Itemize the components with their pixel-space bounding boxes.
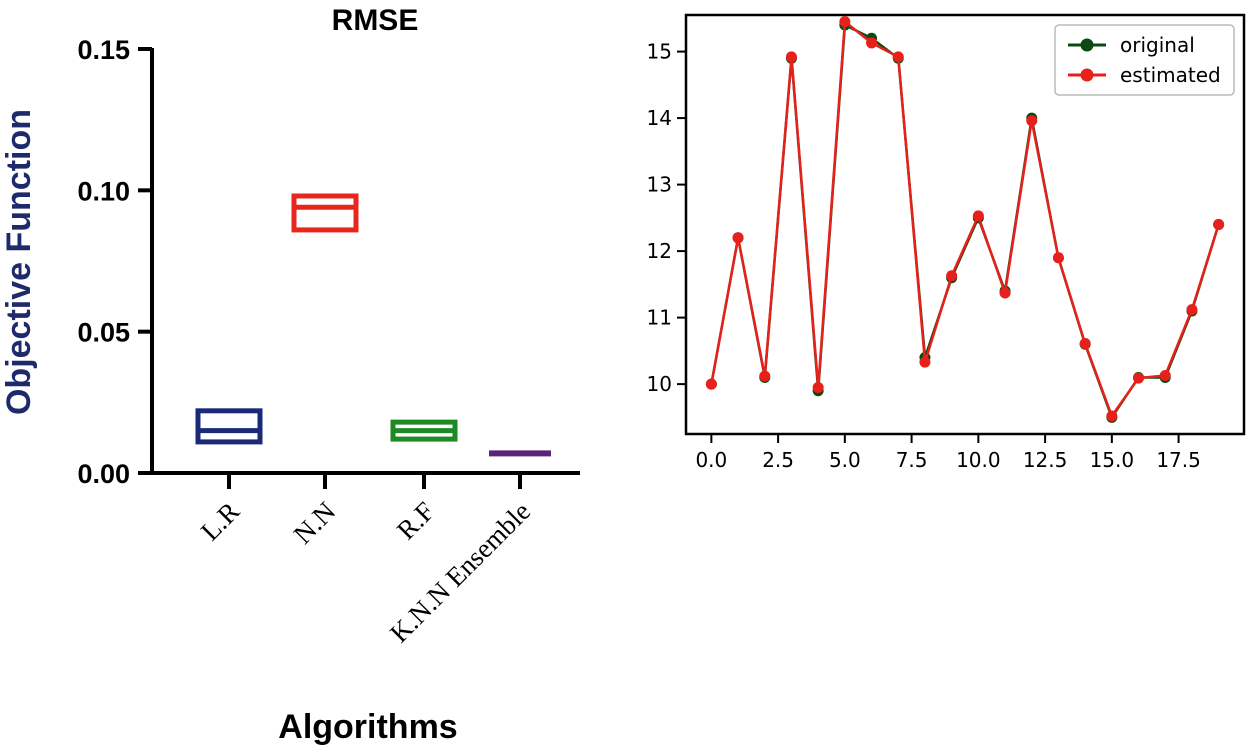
legend: original estimated bbox=[1054, 24, 1235, 96]
box-l-r bbox=[195, 408, 263, 445]
x-tick-label: 12.5 bbox=[1023, 448, 1068, 472]
y-axis-label: Objective Function bbox=[0, 109, 38, 415]
legend-marker-estimated bbox=[1080, 68, 1094, 82]
point-estimated bbox=[999, 287, 1011, 299]
point-estimated bbox=[785, 51, 797, 63]
y-tick-label: 0.05 bbox=[77, 318, 130, 348]
plot-frame bbox=[684, 13, 1246, 436]
y-tick-label: 11 bbox=[647, 306, 672, 330]
boxes bbox=[195, 193, 551, 457]
y-tick-label: 0.00 bbox=[77, 459, 130, 489]
y-tick-label: 15 bbox=[647, 40, 672, 64]
point-estimated bbox=[866, 37, 878, 49]
x-tick-label: R.F bbox=[391, 496, 440, 545]
x-tick-label: 17.5 bbox=[1156, 448, 1201, 472]
y-tick-label: 0.10 bbox=[77, 176, 130, 206]
box-k-n-n-ensemble bbox=[489, 450, 551, 457]
point-estimated bbox=[839, 16, 851, 28]
point-estimated bbox=[1186, 304, 1198, 316]
y-tick-label: 0.15 bbox=[77, 35, 130, 65]
point-estimated bbox=[705, 378, 717, 390]
y-tick-label: 14 bbox=[647, 106, 672, 130]
x-tick-label: 0.0 bbox=[695, 448, 727, 472]
x-tick-label: 2.5 bbox=[762, 448, 794, 472]
point-estimated bbox=[1052, 252, 1064, 264]
box-n-n bbox=[291, 193, 359, 233]
original-vs-estimated-line-chart: 10 11 12 13 14 15 0.0 2.5 5.0 7.5 10.0 12.5 15.0 17.… bbox=[647, 13, 1246, 472]
y-axis: 10 11 12 13 14 15 bbox=[647, 40, 686, 396]
point-estimated bbox=[946, 270, 958, 282]
y-tick-label: 13 bbox=[647, 173, 672, 197]
point-estimated bbox=[812, 381, 824, 393]
point-estimated bbox=[1133, 372, 1145, 384]
box-r-f bbox=[390, 419, 458, 442]
rmse-box-chart: RMSE 0.000.050.100.15 L.R N.N R.FK.N.N Ens… bbox=[0, 4, 580, 746]
chart-title: RMSE bbox=[332, 4, 419, 37]
point-estimated bbox=[1026, 115, 1038, 127]
box-body bbox=[195, 408, 263, 445]
point-estimated bbox=[732, 232, 744, 244]
x-tick-label: 5.0 bbox=[829, 448, 861, 472]
legend-label-original: original bbox=[1120, 33, 1195, 57]
y-tick-label: 10 bbox=[647, 372, 672, 396]
x-axis: 0.0 2.5 5.0 7.5 10.0 12.5 15.0 17.5 bbox=[695, 434, 1201, 472]
point-estimated bbox=[892, 51, 904, 63]
point-estimated bbox=[1106, 410, 1118, 422]
legend-marker-original bbox=[1080, 38, 1094, 52]
x-tick-label: 15.0 bbox=[1090, 448, 1135, 472]
legend-box bbox=[1054, 24, 1235, 96]
x-tick-label: 10.0 bbox=[956, 448, 1001, 472]
box-body bbox=[291, 193, 359, 233]
point-estimated bbox=[1213, 219, 1225, 230]
point-estimated bbox=[759, 370, 771, 382]
series-line-estimated bbox=[710, 19, 1220, 419]
y-tick-label: 12 bbox=[647, 239, 672, 263]
x-tick-label: L.R bbox=[195, 496, 245, 546]
point-estimated bbox=[972, 210, 984, 222]
series bbox=[705, 16, 1225, 423]
x-axis: L.R N.N R.FK.N.N Ensemble bbox=[150, 471, 580, 648]
point-estimated bbox=[1079, 338, 1091, 350]
x-axis-label: Algorithms bbox=[278, 708, 457, 746]
point-estimated bbox=[919, 356, 931, 368]
point-estimated bbox=[1159, 369, 1171, 381]
x-tick-label: 7.5 bbox=[896, 448, 928, 472]
x-tick-label: N.N bbox=[288, 496, 342, 550]
series-estimated bbox=[705, 16, 1225, 422]
y-axis: 0.00 0.05 0.10 0.15 bbox=[77, 35, 154, 489]
legend-label-estimated: estimated bbox=[1120, 63, 1221, 87]
box-body bbox=[489, 450, 551, 457]
